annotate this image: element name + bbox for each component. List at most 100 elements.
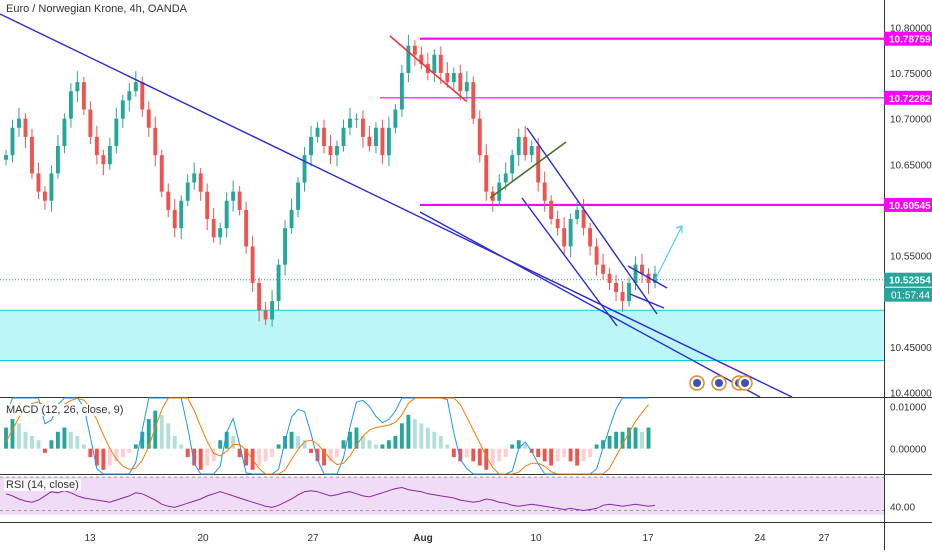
candle	[172, 198, 177, 238]
macd-bar	[361, 436, 365, 449]
macd-bar	[36, 440, 41, 449]
price-badge-label: 10.60545	[889, 201, 931, 212]
candle-body	[49, 173, 54, 201]
macd-bar	[146, 419, 151, 449]
macd-bar	[289, 431, 294, 449]
candle	[75, 71, 80, 103]
candle	[523, 125, 528, 161]
event-icon	[741, 379, 749, 387]
macd-bar	[490, 448, 495, 466]
price-badge	[884, 197, 932, 212]
candle-body	[283, 228, 288, 265]
candle-body	[594, 246, 599, 265]
candle	[276, 259, 281, 311]
candle-body	[30, 136, 34, 174]
macd-bar	[341, 440, 346, 449]
macd-bar	[263, 448, 268, 462]
macd-bar	[198, 448, 203, 470]
time-tick-label: 24	[754, 533, 766, 544]
candle-body	[477, 118, 482, 156]
red-trendline	[389, 35, 467, 102]
candle-body	[88, 109, 93, 137]
countdown-label: 01:57:44	[891, 291, 930, 302]
time-tick-label: 17	[642, 533, 654, 544]
candle	[192, 162, 197, 190]
macd-bar	[601, 440, 606, 449]
macd-bar	[218, 440, 223, 449]
macd-bar	[62, 427, 67, 449]
candle-body	[607, 273, 612, 283]
candle-body	[17, 118, 21, 128]
candle	[341, 119, 346, 152]
price-tick-label: 10.80000	[890, 23, 932, 34]
candle	[464, 71, 469, 103]
candle-body	[620, 292, 625, 302]
macd-bar	[607, 436, 612, 449]
candle	[477, 110, 482, 163]
macd-bar	[55, 431, 60, 449]
candle	[30, 128, 34, 179]
price-badge	[884, 272, 932, 287]
event-icon	[715, 379, 723, 387]
candle-body	[244, 209, 249, 247]
candle	[120, 94, 125, 128]
candle	[451, 67, 456, 90]
candle-body	[322, 127, 326, 147]
candle	[42, 186, 47, 210]
candle-body	[438, 54, 443, 74]
candle-body	[335, 146, 339, 156]
candle-body	[211, 219, 216, 238]
candle-body	[231, 191, 236, 201]
macd-bar	[373, 444, 378, 449]
time-tick-label: 27	[307, 533, 319, 544]
candle-body	[75, 82, 80, 92]
candle	[114, 107, 119, 154]
candle-body	[315, 127, 320, 137]
macd-bar	[575, 448, 580, 466]
candle	[419, 46, 424, 70]
price-tick-label: 10.55000	[890, 252, 932, 263]
event-icon	[693, 379, 701, 387]
candle-body	[263, 310, 268, 320]
macd-legend[interactable]: MACD (12, 26, close, 9)	[4, 404, 126, 416]
candle-body	[153, 127, 158, 156]
candle-body	[399, 73, 404, 110]
candle	[484, 144, 489, 201]
candle-body	[406, 45, 411, 74]
macd-bar	[276, 444, 281, 449]
candle-body	[62, 118, 67, 147]
candle-body	[380, 127, 385, 156]
macd-bar	[133, 444, 138, 449]
candle-body	[529, 146, 534, 156]
macd-bar	[315, 448, 320, 462]
macd-bar	[523, 444, 528, 449]
candle	[516, 128, 521, 167]
macd-bar	[432, 431, 437, 449]
macd-bar	[296, 436, 300, 449]
candle	[81, 76, 86, 115]
macd-bar	[620, 431, 625, 449]
candle-body	[555, 219, 560, 229]
candle-body	[23, 118, 28, 137]
candle-body	[237, 191, 242, 210]
macd-bar	[309, 448, 313, 453]
macd-bar	[244, 448, 249, 466]
candle-body	[581, 209, 586, 229]
rsi-legend[interactable]: RSI (14, close)	[4, 479, 81, 491]
macd-bar	[581, 448, 586, 462]
candle-body	[516, 136, 521, 156]
macd-bar	[211, 448, 216, 462]
candle-body	[542, 182, 547, 201]
candle-body	[55, 146, 60, 174]
time-tick-label: 27	[818, 533, 830, 544]
candle-body	[114, 118, 119, 147]
candle-body	[101, 155, 106, 165]
candle-body	[270, 301, 275, 320]
macd-bar	[127, 448, 132, 453]
candle	[10, 119, 15, 163]
macd-bar	[419, 423, 424, 449]
candle	[218, 222, 223, 245]
macd-bar	[536, 448, 541, 458]
